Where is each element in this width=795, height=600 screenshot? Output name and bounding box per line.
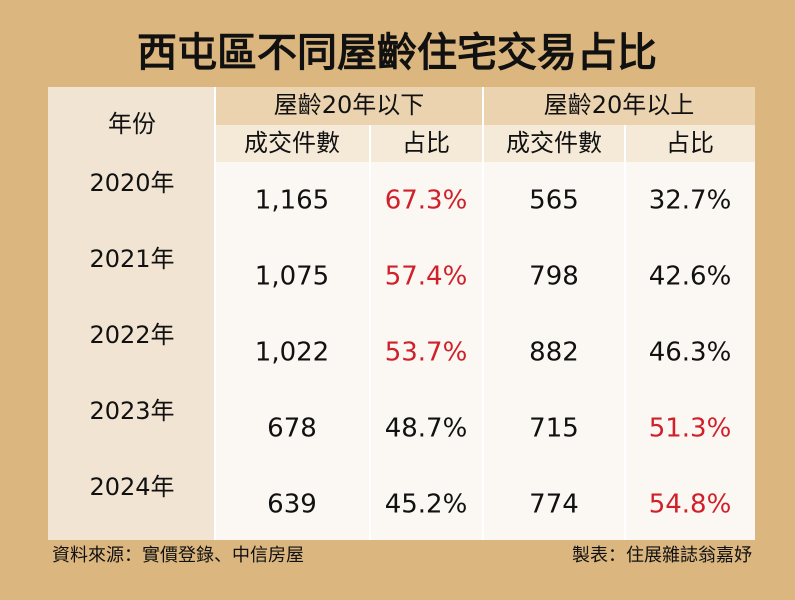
table-cell: 1,075 bbox=[255, 262, 329, 292]
table-cell: 774 bbox=[529, 490, 579, 520]
group-header: 屋齡20年以上 bbox=[544, 91, 695, 119]
table-cell: 67.3% bbox=[385, 186, 468, 216]
column-header: 成交件數 bbox=[244, 129, 340, 157]
table-cell: 51.3% bbox=[649, 414, 732, 444]
column-header-bg bbox=[215, 125, 755, 162]
row-header: 2020年 bbox=[89, 169, 174, 197]
corner-header: 年份 bbox=[108, 110, 156, 138]
table-cell: 32.7% bbox=[649, 186, 732, 216]
table-cell: 48.7% bbox=[385, 414, 468, 444]
table-body: 2020年 1,165 67.3% 565 32.7% 2021年 1,075 57.4% 79… bbox=[89, 169, 731, 520]
table-cell: 882 bbox=[529, 338, 579, 368]
column-header: 成交件數 bbox=[506, 129, 602, 157]
title: 西屯區不同屋齡住宅交易占比 bbox=[137, 30, 657, 76]
table-cell: 1,022 bbox=[255, 338, 329, 368]
row-header: 2022年 bbox=[89, 321, 174, 349]
table-cell: 798 bbox=[529, 262, 579, 292]
table-cell: 639 bbox=[267, 490, 317, 520]
table-cell: 45.2% bbox=[385, 490, 468, 520]
source-note: 資料來源：實價登錄、中信房屋 bbox=[52, 545, 304, 566]
data-bg bbox=[215, 162, 755, 540]
table-cell: 46.3% bbox=[649, 338, 732, 368]
table-cell: 678 bbox=[267, 414, 317, 444]
table-cell: 565 bbox=[529, 186, 579, 216]
row-header: 2024年 bbox=[89, 473, 174, 501]
table-cell: 42.6% bbox=[649, 262, 732, 292]
table-cell: 53.7% bbox=[385, 338, 468, 368]
group-header: 屋齡20年以下 bbox=[274, 91, 425, 119]
table-cell: 1,165 bbox=[255, 186, 329, 216]
row-header: 2021年 bbox=[89, 245, 174, 273]
table-cell: 57.4% bbox=[385, 262, 468, 292]
column-header: 占比 bbox=[402, 129, 450, 157]
row-header: 2023年 bbox=[89, 397, 174, 425]
table-cell: 54.8% bbox=[649, 490, 732, 520]
table-cell: 715 bbox=[529, 414, 579, 444]
group-header-bg bbox=[215, 87, 755, 125]
credit-note: 製表：住展雜誌翁嘉妤 bbox=[572, 545, 752, 566]
column-header: 占比 bbox=[666, 129, 714, 157]
